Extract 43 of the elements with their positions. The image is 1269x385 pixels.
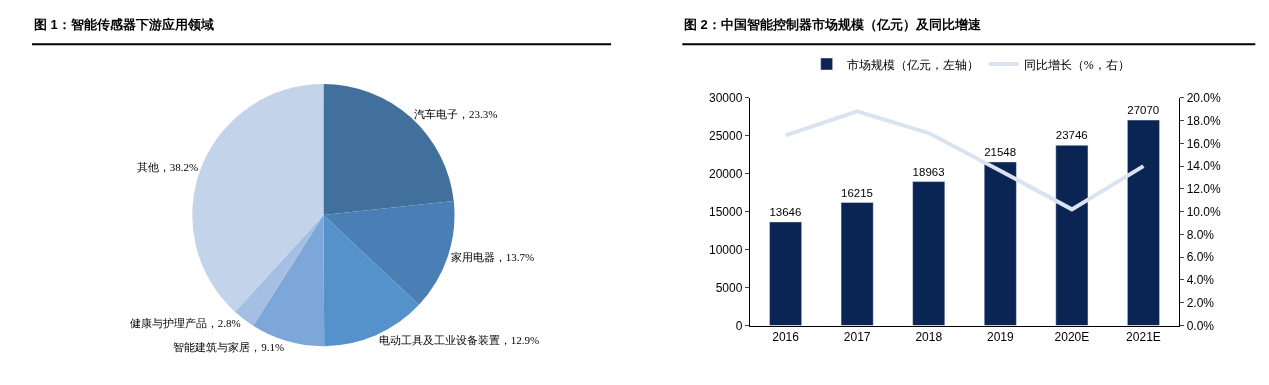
- chart-title: 图 1：智能传感器下游应用领域: [34, 17, 214, 32]
- y2-tick-label: 12.0%: [1186, 182, 1221, 197]
- y2-tick-label: 2.0%: [1186, 295, 1215, 310]
- y2-tick-label: 16.0%: [1186, 136, 1221, 151]
- slice-label: 家用电器，13.7%: [450, 251, 535, 264]
- y2-tick-label: 18.0%: [1186, 113, 1221, 128]
- y2-tick-label: 0.0%: [1186, 318, 1215, 333]
- y2-tick-label: 20.0%: [1186, 91, 1221, 105]
- slice-label: 其他，38.2%: [136, 160, 199, 173]
- bar: [840, 202, 874, 326]
- x-tick-label: 2021E: [1126, 329, 1161, 344]
- x-tick-label: 2016: [772, 329, 800, 344]
- data-label: 13646: [769, 206, 802, 219]
- chart-title: 图 2：中国智能控制器市场规模（亿元）及同比增速: [684, 17, 982, 32]
- slice-label: 汽车电子，23.3%: [414, 108, 498, 121]
- slice-label: 健康与护理产品，2.8%: [129, 316, 241, 329]
- y2-tick-label: 4.0%: [1186, 273, 1215, 288]
- y-tick-label: 30000: [709, 91, 743, 105]
- y-tick-label: 15000: [709, 204, 743, 219]
- legend-label: 市场规模（亿元，左轴）: [846, 57, 979, 72]
- y-tick-label: 10000: [709, 242, 743, 257]
- x-tick-label: 2019: [986, 329, 1014, 344]
- y2-tick-label: 6.0%: [1186, 250, 1215, 265]
- data-label: 21548: [984, 146, 1017, 159]
- y-tick-label: 25000: [709, 128, 743, 143]
- slice-label: 智能建筑与家居，9.1%: [173, 340, 285, 353]
- bar: [769, 221, 802, 326]
- y2-tick-label: 10.0%: [1186, 204, 1221, 219]
- data-label: 23746: [1055, 129, 1088, 142]
- y2-tick-label: 14.0%: [1186, 159, 1221, 174]
- y-tick-label: 0: [735, 318, 743, 333]
- legend-label: 同比增长（%，右）: [1023, 57, 1130, 72]
- y-tick-label: 20000: [709, 166, 743, 181]
- data-label: 18963: [912, 165, 945, 178]
- x-tick-label: 2017: [843, 329, 871, 344]
- x-tick-label: 2020E: [1054, 329, 1090, 344]
- x-tick-label: 2018: [915, 329, 943, 344]
- data-label: 27070: [1127, 104, 1160, 117]
- y2-tick-label: 8.0%: [1186, 227, 1215, 242]
- data-label: 16215: [841, 186, 873, 199]
- slice-label: 电动工具及工业设备装置，12.9%: [378, 334, 540, 347]
- bar: [912, 181, 946, 326]
- y-tick-label: 5000: [715, 280, 743, 295]
